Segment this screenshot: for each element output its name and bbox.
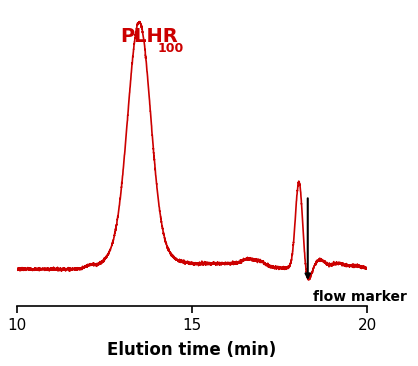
X-axis label: Elution time (min): Elution time (min): [107, 341, 277, 359]
Text: 100: 100: [158, 42, 184, 55]
Text: flow marker: flow marker: [313, 290, 407, 304]
Text: PLHR: PLHR: [120, 27, 178, 46]
